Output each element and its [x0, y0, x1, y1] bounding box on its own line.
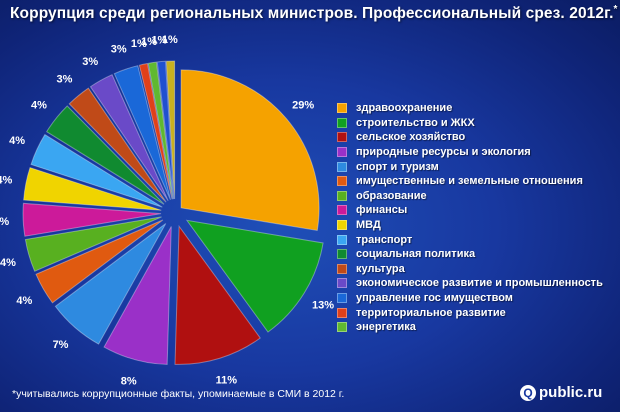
- pie-slice: [174, 224, 261, 365]
- legend-label: экономическое развитие и промышленность: [356, 277, 603, 290]
- pie-slice: [45, 105, 165, 205]
- legend-label: имущественные и земельные отношения: [356, 175, 583, 188]
- footnote: *учитывались коррупционные факты, упомин…: [12, 388, 345, 400]
- legend-swatch: [337, 293, 347, 304]
- chart-title: Коррупция среди региональных министров. …: [10, 4, 618, 23]
- pie-slice: [156, 60, 175, 200]
- legend-swatch: [337, 176, 347, 187]
- legend-item: социальная политика: [337, 247, 603, 262]
- pie-slice: [68, 87, 167, 203]
- legend-swatch: [337, 263, 347, 274]
- pie-slice: [103, 226, 172, 365]
- legend-label: спорт и туризм: [356, 160, 439, 173]
- legend-label: управление гос имуществом: [356, 292, 513, 305]
- legend-item: спорт и туризм: [337, 159, 603, 174]
- pie-slice: [35, 219, 164, 304]
- legend-swatch: [337, 234, 347, 245]
- legend-label: транспорт: [356, 233, 413, 246]
- pie-slice: [30, 133, 163, 208]
- legend-swatch: [337, 322, 347, 333]
- legend-item: территориальное развитие: [337, 305, 603, 320]
- pie-slice: [185, 219, 324, 333]
- legend-swatch: [337, 190, 347, 201]
- slice-percent-label: 1%: [151, 35, 167, 47]
- pie-slice: [23, 167, 162, 211]
- legend-item: строительство и ЖКХ: [337, 116, 603, 131]
- chart-title-text: Коррупция среди региональных министров. …: [10, 5, 614, 23]
- slice-percent-label: 13%: [312, 299, 334, 311]
- pie-slice: [147, 61, 174, 200]
- logo-text: public.ru: [539, 384, 603, 401]
- legend-item: энергетика: [337, 320, 603, 335]
- slice-percent-label: 3%: [111, 43, 127, 55]
- pie-slice: [22, 202, 162, 237]
- legend-swatch: [337, 205, 347, 216]
- legend-item: управление гос имуществом: [337, 291, 603, 306]
- legend-swatch: [337, 307, 347, 318]
- slice-percent-label: 11%: [216, 374, 238, 386]
- pie-slice: [24, 216, 162, 272]
- pie-slice: [113, 65, 171, 200]
- legend-swatch: [337, 249, 347, 260]
- legend-label: природные ресурсы и экология: [356, 146, 531, 159]
- legend-label: культура: [356, 262, 405, 275]
- title-footnote-mark: *: [613, 4, 618, 15]
- legend-label: МВД: [356, 219, 381, 232]
- pie-slice: [54, 223, 167, 345]
- legend-label: здравоохранение: [356, 102, 453, 115]
- legend-swatch: [337, 278, 347, 289]
- legend-item: финансы: [337, 203, 603, 218]
- legend-label: социальная политика: [356, 248, 476, 261]
- legend-swatch: [337, 103, 347, 114]
- legend-swatch: [337, 117, 347, 128]
- legend-item: имущественные и земельные отношения: [337, 174, 603, 189]
- public-ru-logo: Q public.ru: [520, 384, 602, 401]
- slice-percent-label: 1%: [141, 36, 157, 48]
- legend-item: экономическое развитие и промышленность: [337, 276, 603, 291]
- legend-label: энергетика: [356, 321, 416, 334]
- slice-percent-label: 4%: [0, 174, 12, 186]
- slice-percent-label: 4%: [31, 100, 47, 112]
- legend-swatch: [337, 161, 347, 172]
- legend-item: природные ресурсы и экология: [337, 145, 603, 160]
- legend-swatch: [337, 147, 347, 158]
- slice-percent-label: 8%: [121, 376, 137, 388]
- legend-item: транспорт: [337, 232, 603, 247]
- slice-percent-label: 7%: [53, 339, 69, 351]
- legend-label: территориальное развитие: [356, 306, 506, 319]
- legend-item: здравоохранение: [337, 101, 603, 116]
- pie-slice: [138, 62, 173, 200]
- chart-legend: здравоохранение строительство и ЖКХ сельск…: [337, 101, 603, 335]
- pie-slice: [165, 60, 176, 200]
- slice-percent-label: 4%: [0, 257, 16, 269]
- legend-item: культура: [337, 262, 603, 277]
- legend-label: сельское хозяйство: [356, 131, 466, 144]
- legend-label: образование: [356, 189, 427, 202]
- slice-percent-label: 1%: [131, 38, 147, 50]
- legend-item: образование: [337, 189, 603, 204]
- legend-label: финансы: [356, 204, 408, 217]
- slice-percent-label: 4%: [0, 216, 9, 228]
- slice-percent-label: 29%: [292, 99, 314, 111]
- slice-percent-label: 3%: [57, 74, 73, 86]
- slice-percent-label: 1%: [162, 34, 178, 46]
- legend-swatch: [337, 132, 347, 143]
- legend-label: строительство и ЖКХ: [356, 116, 475, 129]
- slice-percent-label: 3%: [82, 56, 98, 68]
- pie-slice: [89, 74, 169, 202]
- legend-item: сельское хозяйство: [337, 130, 603, 145]
- slice-percent-label: 4%: [9, 135, 25, 147]
- search-icon: Q: [520, 384, 536, 401]
- legend-item: МВД: [337, 218, 603, 233]
- legend-swatch: [337, 220, 347, 231]
- pie-slice: [180, 69, 320, 232]
- slice-percent-label: 4%: [16, 295, 32, 307]
